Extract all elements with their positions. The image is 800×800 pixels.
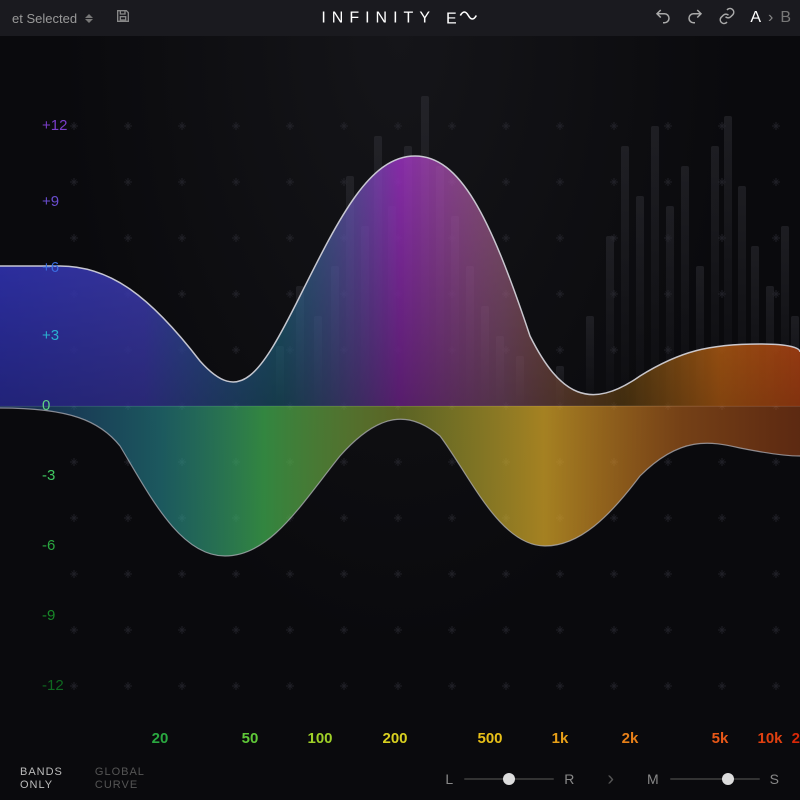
ms-thumb[interactable] [722,773,734,785]
x-tick-label: 100 [307,730,332,747]
x-tick-label: 1k [552,730,569,747]
x-tick-label: 20 [152,730,169,747]
top-bar: et Selected INFINITY E A › B [0,0,800,36]
x-tick-label: 2k [622,730,639,747]
ab-compare[interactable]: A › B [750,9,792,27]
y-tick-label: +12 [42,117,67,134]
link-button[interactable] [718,7,736,29]
q-wave-icon [459,8,479,24]
y-tick-label: +9 [42,193,59,210]
eq-graph-svg [0,36,800,758]
lr-right-label: R [564,771,575,787]
lr-balance[interactable]: L R [445,771,575,787]
preset-selector[interactable]: et Selected [6,9,99,28]
title-eq: E [446,8,479,29]
slider-divider: › [607,768,615,791]
ms-track[interactable] [670,778,760,780]
y-tick-label: +6 [42,259,59,276]
eq-graph[interactable]: +12 +9 +6 +3 0 -3 -6 -9 -12 20 50 100 200 500 1k 2k 5k 1… [0,36,800,758]
lr-track[interactable] [464,778,554,780]
x-tick-label: 50 [242,730,259,747]
mode-global-curve[interactable]: GLOBAL CURVE [95,766,145,792]
ms-left-label: M [647,771,660,787]
y-tick-label: 0 [42,397,50,414]
y-tick-label: -9 [42,607,55,624]
title-main: INFINITY [321,9,436,27]
updown-icon [85,14,93,23]
x-tick-label: 500 [477,730,502,747]
ab-a: A [750,9,762,27]
lr-left-label: L [445,771,454,787]
ms-right-label: S [770,771,780,787]
mode-bands-only[interactable]: BANDS ONLY [20,766,63,792]
y-tick-label: -3 [42,467,55,484]
ab-arrow: › [768,9,774,27]
y-tick-label: -6 [42,537,55,554]
header-right-controls: A › B [654,0,792,36]
y-tick-label: +3 [42,327,59,344]
ab-b: B [780,9,792,27]
lr-thumb[interactable] [503,773,515,785]
y-tick-label: -12 [42,677,64,694]
x-tick-label: 5k [712,730,729,747]
x-tick-label: 200 [382,730,407,747]
redo-button[interactable] [686,7,704,29]
bottom-bar: BANDS ONLY GLOBAL CURVE L R › M S [0,758,800,800]
x-tick-label: 20 [792,730,800,747]
ms-balance[interactable]: M S [647,771,780,787]
preset-text: et Selected [12,11,77,26]
save-button[interactable] [115,8,131,29]
undo-button[interactable] [654,7,672,29]
app-title: INFINITY E [321,8,478,29]
x-tick-label: 10k [757,730,782,747]
